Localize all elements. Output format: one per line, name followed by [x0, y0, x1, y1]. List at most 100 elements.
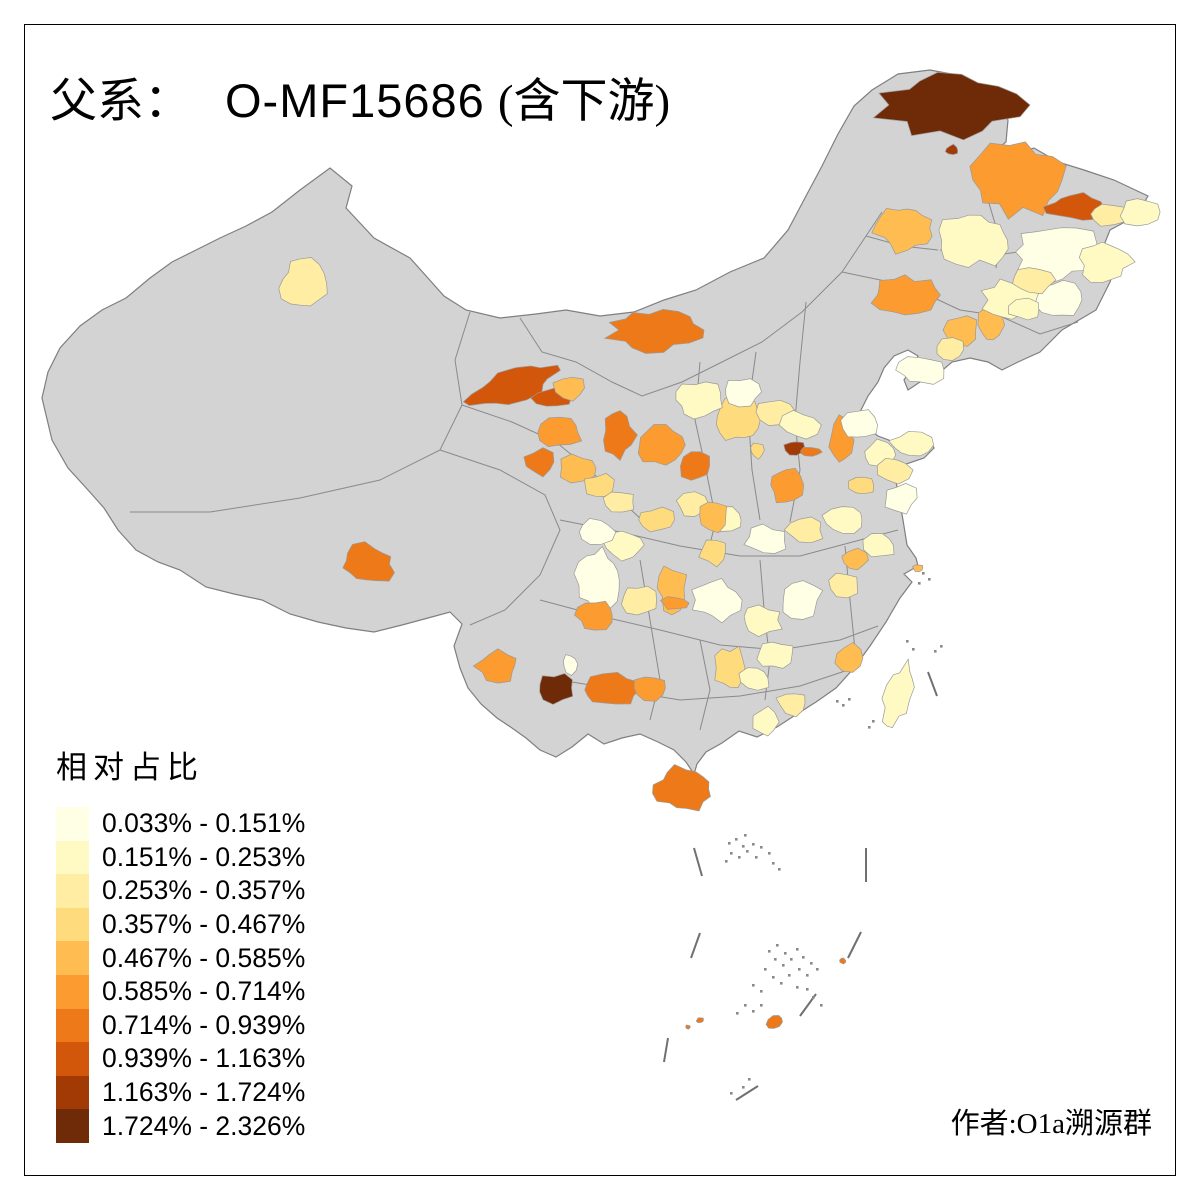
- map-region: [523, 447, 555, 478]
- legend-row: 1.724% - 2.326%: [56, 1109, 305, 1143]
- islet-dot: [760, 1004, 763, 1007]
- map-region: [603, 309, 705, 354]
- islet-dot: [778, 868, 781, 871]
- legend-swatch: [56, 1008, 89, 1043]
- attribution-text: 作者:O1a溯源群: [950, 1108, 1152, 1140]
- legend-class-label: 0.714% - 0.939%: [102, 1009, 306, 1040]
- map-region: [1008, 297, 1040, 321]
- islet-dot: [742, 845, 745, 848]
- map-region: [602, 491, 634, 513]
- legend-class-label: 0.151% - 0.253%: [102, 841, 306, 872]
- legend-row: 0.939% - 1.163%: [56, 1042, 305, 1076]
- colored-prefecture-regions: [278, 72, 1161, 1030]
- map-region: [895, 356, 945, 385]
- legend-swatch: [56, 1109, 89, 1143]
- islet-dot: [772, 976, 775, 979]
- islet-dot: [760, 846, 763, 849]
- map-region: [756, 641, 794, 669]
- map-region: [770, 467, 805, 504]
- islet-dot: [746, 850, 749, 853]
- islet-dot: [730, 852, 733, 855]
- province-boundary-line: [699, 639, 711, 731]
- title-haplogroup: O-MF15686: [225, 74, 485, 127]
- islet-dot: [922, 572, 925, 575]
- islet-dot: [784, 952, 787, 955]
- map-region: [537, 416, 583, 447]
- map-region: [936, 337, 964, 361]
- title-prefix: 父系：: [50, 76, 191, 128]
- map-region: [834, 642, 864, 673]
- islet-dot: [738, 856, 741, 859]
- map-region: [278, 257, 328, 307]
- islet-dot: [748, 1078, 751, 1081]
- islet-dot: [906, 640, 909, 643]
- islet-dot: [848, 698, 851, 701]
- province-boundary-line: [439, 449, 561, 626]
- islet-dot: [816, 968, 819, 971]
- map-region: [881, 658, 915, 729]
- map-region: [783, 441, 806, 456]
- map-region: [1090, 203, 1128, 227]
- map-region: [839, 957, 847, 965]
- map-region: [342, 541, 395, 582]
- islet-dot: [934, 650, 937, 653]
- map-region: [782, 580, 824, 620]
- map-region: [691, 577, 743, 624]
- islet-dot: [736, 1012, 739, 1015]
- islet-dot: [782, 964, 785, 967]
- map-region: [752, 705, 780, 737]
- map-region: [472, 648, 517, 684]
- china-outline: [41, 69, 1149, 776]
- islet-dot: [928, 578, 931, 581]
- map-region: [637, 424, 686, 466]
- legend-row: 0.151% - 0.253%: [56, 840, 306, 875]
- map-region: [633, 676, 666, 702]
- map-region: [638, 506, 675, 533]
- islet-dot: [725, 860, 728, 863]
- map-region: [775, 693, 806, 718]
- map-region: [765, 1015, 783, 1029]
- legend-class-label: 0.585% - 0.714%: [102, 976, 306, 1007]
- map-region: [841, 547, 869, 571]
- page-title: 父系： O-MF15686 (含下游): [50, 62, 670, 131]
- map-region: [699, 501, 727, 534]
- legend-row: 0.585% - 0.714%: [56, 974, 306, 1009]
- map-region: [584, 672, 640, 705]
- map-region: [563, 654, 579, 676]
- islet-dot: [752, 1010, 755, 1013]
- map-region: [1119, 198, 1161, 227]
- islet-dot: [836, 700, 839, 703]
- islet-dot: [842, 704, 845, 707]
- map-region: [743, 604, 783, 637]
- map-region: [1078, 241, 1136, 283]
- sea-boundary-dash: [690, 932, 701, 959]
- map-region: [685, 1024, 691, 1030]
- islet-dot: [790, 958, 793, 961]
- map-region: [539, 673, 574, 705]
- map-region: [1042, 192, 1104, 221]
- islet-dot: [776, 944, 779, 947]
- province-boundary-line: [130, 311, 471, 513]
- islet-dot: [872, 720, 875, 723]
- islet-dot: [774, 958, 777, 961]
- map-region: [750, 442, 765, 460]
- islet-dot: [744, 1004, 747, 1007]
- map-region: [944, 143, 958, 155]
- sea-boundary-dash: [927, 671, 938, 697]
- map-region: [675, 381, 723, 420]
- legend-class-label: 0.033% - 0.151%: [102, 808, 306, 839]
- legend-class-label: 0.253% - 0.357%: [102, 875, 306, 906]
- map-region: [778, 409, 822, 440]
- islet-dot: [912, 648, 915, 651]
- islet-dot: [768, 852, 771, 855]
- legend-title: 相对占比: [56, 750, 204, 785]
- sea-boundary-dash: [847, 931, 862, 959]
- sea-boundary-dash: [693, 847, 703, 877]
- map-region: [714, 645, 746, 688]
- map-region: [828, 572, 858, 599]
- islet-dot: [768, 950, 771, 953]
- legend-row: 0.033% - 0.151%: [56, 807, 305, 841]
- sea-boundary-dash: [663, 1037, 669, 1063]
- islet-dot: [788, 974, 791, 977]
- islet-dot: [940, 645, 943, 648]
